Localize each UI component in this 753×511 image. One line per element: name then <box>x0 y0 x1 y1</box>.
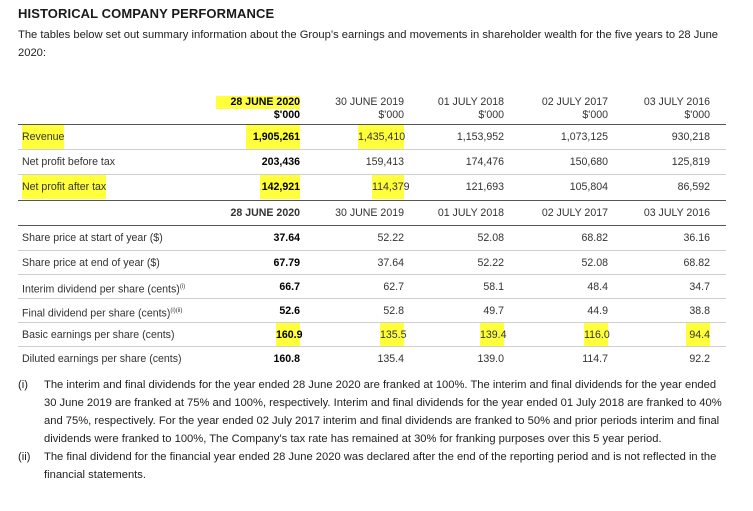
value-cell: 37.64 <box>273 232 300 244</box>
page-title: HISTORICAL COMPANY PERFORMANCE <box>18 6 275 21</box>
column-header-unit: $'000 <box>478 109 504 121</box>
column-header-date: 01 JULY 2018 <box>437 96 504 108</box>
footnote-marker: (i) <box>179 284 186 290</box>
value-cell: 114.7 <box>582 353 608 365</box>
table-row: Interim dividend per share (cents)(i) 66… <box>18 274 726 299</box>
footnote: (i) The interim and final dividends for … <box>18 376 728 448</box>
row-label: Final dividend per share (cents)(i)(ii) <box>22 307 183 320</box>
row-label: Diluted earnings per share (cents) <box>22 353 182 365</box>
value-cell: 86,592 <box>677 181 710 193</box>
footnote-text: The interim and final dividends for the … <box>44 379 722 445</box>
column-header-date: 28 JUNE 2020 <box>216 96 300 109</box>
value-cell: 52.8 <box>383 305 404 317</box>
footnote-text: The final dividend for the financial yea… <box>44 451 717 481</box>
table-subheader: 28 JUNE 2020 30 JUNE 2019 01 JULY 2018 0… <box>18 200 726 225</box>
value-cell: 121,693 <box>465 181 504 193</box>
value-cell: 150,680 <box>569 156 608 168</box>
value-cell: 105,804 <box>569 181 608 193</box>
value-cell: 58.1 <box>483 281 504 293</box>
value-cell: 139.4 <box>480 323 507 347</box>
value-cell: 930,218 <box>671 131 710 143</box>
value-cell: 160.8 <box>273 353 300 365</box>
table-row: Net profit after tax 142,921 114,379 121… <box>18 174 726 199</box>
column-header-date: 02 JULY 2017 <box>541 96 608 108</box>
value-cell: 36.16 <box>683 232 710 244</box>
value-cell: 67.79 <box>273 257 300 269</box>
table-row: Share price at end of year ($) 67.79 37.… <box>18 250 726 275</box>
footnote: (ii) The final dividend for the financia… <box>18 448 728 484</box>
row-label: Basic earnings per share (cents) <box>22 329 175 341</box>
column-header-2018: 01 JULY 2018 $'000 <box>420 96 504 122</box>
table-row: Diluted earnings per share (cents) 160.8… <box>18 346 726 371</box>
column-header-date: 03 JULY 2016 <box>643 96 710 108</box>
value-cell: 68.82 <box>683 257 710 269</box>
value-cell: 52.6 <box>279 305 300 317</box>
column-header-unit: $'000 <box>273 109 300 121</box>
value-cell: 135.4 <box>377 353 404 365</box>
subheader-cell: 03 JULY 2016 <box>643 207 710 219</box>
value-cell: 125,819 <box>671 156 710 168</box>
value-cell: 1,153,952 <box>456 131 504 143</box>
row-label: Interim dividend per share (cents)(i) <box>22 283 186 296</box>
value-cell: 1,435,410 <box>358 125 405 149</box>
value-cell: 52.22 <box>477 257 504 269</box>
column-header-2020: 28 JUNE 2020 $'000 <box>216 96 300 122</box>
value-cell: 52.08 <box>477 232 504 244</box>
value-cell: 68.82 <box>581 232 608 244</box>
value-cell: 135.5 <box>380 323 407 347</box>
column-header-unit: $'000 <box>378 109 404 121</box>
column-header-unit: $'000 <box>582 109 608 121</box>
value-cell: 1,073,125 <box>560 131 608 143</box>
value-cell: 37.64 <box>377 257 404 269</box>
row-label: Net profit after tax <box>22 175 107 199</box>
value-cell: 142,921 <box>260 175 300 199</box>
row-label: Revenue <box>22 125 65 149</box>
value-cell: 92.2 <box>689 353 710 365</box>
row-label: Share price at end of year ($) <box>22 257 160 269</box>
table-row: Share price at start of year ($) 37.64 5… <box>18 225 726 250</box>
value-cell: 203,436 <box>261 156 300 168</box>
subheader-cell: 02 JULY 2017 <box>541 207 608 219</box>
subheader-cell: 30 JUNE 2019 <box>335 207 404 219</box>
value-cell: 114,379 <box>372 175 410 199</box>
footnotes: (i) The interim and final dividends for … <box>18 376 728 484</box>
column-header-date: 30 JUNE 2019 <box>335 96 404 108</box>
value-cell: 49.7 <box>483 305 504 317</box>
column-header-unit: $'000 <box>684 109 710 121</box>
table-row: Basic earnings per share (cents) 160.9 1… <box>18 322 726 347</box>
footnote-number: (i) <box>18 379 28 391</box>
value-cell: 38.8 <box>689 305 710 317</box>
table-row: Net profit before tax 203,436 159,413 17… <box>18 149 726 174</box>
value-cell: 159,413 <box>365 156 404 168</box>
value-cell: 52.22 <box>377 232 404 244</box>
row-label: Share price at start of year ($) <box>22 232 163 244</box>
subheader-cell: 01 JULY 2018 <box>437 207 504 219</box>
value-cell: 48.4 <box>587 281 608 293</box>
value-cell: 94.4 <box>686 323 710 347</box>
value-cell: 44.9 <box>587 305 608 317</box>
column-header-2016: 03 JULY 2016 $'000 <box>626 96 710 122</box>
table-row: Revenue 1,905,261 1,435,410 1,153,952 1,… <box>18 124 726 149</box>
column-header-2019: 30 JUNE 2019 $'000 <box>316 96 404 122</box>
row-label: Net profit before tax <box>22 156 116 168</box>
value-cell: 1,905,261 <box>246 125 300 149</box>
value-cell: 160.9 <box>276 323 303 347</box>
table-row: Final dividend per share (cents)(i)(ii) … <box>18 298 726 323</box>
value-cell: 139.0 <box>477 353 504 365</box>
subheader-cell: 28 JUNE 2020 <box>230 207 301 219</box>
value-cell: 116.0 <box>584 323 610 347</box>
value-cell: 34.7 <box>689 281 710 293</box>
value-cell: 52.08 <box>581 257 608 269</box>
value-cell: 62.7 <box>383 281 404 293</box>
footnote-number: (ii) <box>18 451 31 463</box>
value-cell: 174,476 <box>465 156 504 168</box>
footnote-marker: (i)(ii) <box>170 308 183 314</box>
column-header-2017: 02 JULY 2017 $'000 <box>524 96 608 122</box>
intro-paragraph: The tables below set out summary informa… <box>18 29 719 59</box>
value-cell: 66.7 <box>279 281 300 293</box>
